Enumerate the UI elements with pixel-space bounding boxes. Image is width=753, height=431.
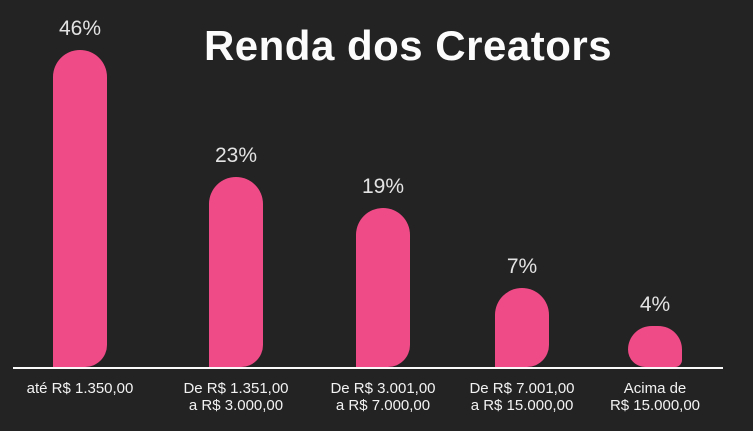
bar-value-label: 4% [639,293,671,316]
bar-group-2: 23% [196,144,276,367]
category-label-line1: De R$ 3.001,00 [330,380,436,397]
bar-group-3: 19% [343,175,423,367]
category-label-line2: a R$ 15.000,00 [470,397,574,414]
category-label-line1: Acima de [623,380,687,397]
category-label-line2: R$ 15.000,00 [609,397,701,414]
category-label-line1: De R$ 7.001,00 [469,380,575,397]
bar-group-1: 46% [40,17,120,367]
category-label-4: De R$ 7.001,00 a R$ 15.000,00 [442,380,602,414]
bar-group-5: 4% [615,293,695,367]
bar-value-label: 23% [214,144,258,167]
category-label-3: De R$ 3.001,00 a R$ 7.000,00 [303,380,463,414]
category-label-5: Acima de R$ 15.000,00 [575,380,735,414]
category-label-1: até R$ 1.350,00 [0,380,160,397]
chart-title: Renda dos Creators [203,22,613,69]
category-label-line1: De R$ 1.351,00 [183,380,289,397]
bar-value-label: 7% [506,255,538,278]
category-label-2: De R$ 1.351,00 a R$ 3.000,00 [156,380,316,414]
bar [628,326,682,367]
x-axis-baseline [13,367,723,369]
bar-value-label: 19% [361,175,405,198]
category-label-line1: até R$ 1.350,00 [26,380,134,397]
bar [53,50,107,367]
category-label-line2: a R$ 3.000,00 [188,397,284,414]
bar-group-4: 7% [482,255,562,367]
bar [356,208,410,367]
bar [495,288,549,367]
bar [209,177,263,367]
category-label-line2: a R$ 7.000,00 [335,397,431,414]
bar-value-label: 46% [58,17,102,40]
